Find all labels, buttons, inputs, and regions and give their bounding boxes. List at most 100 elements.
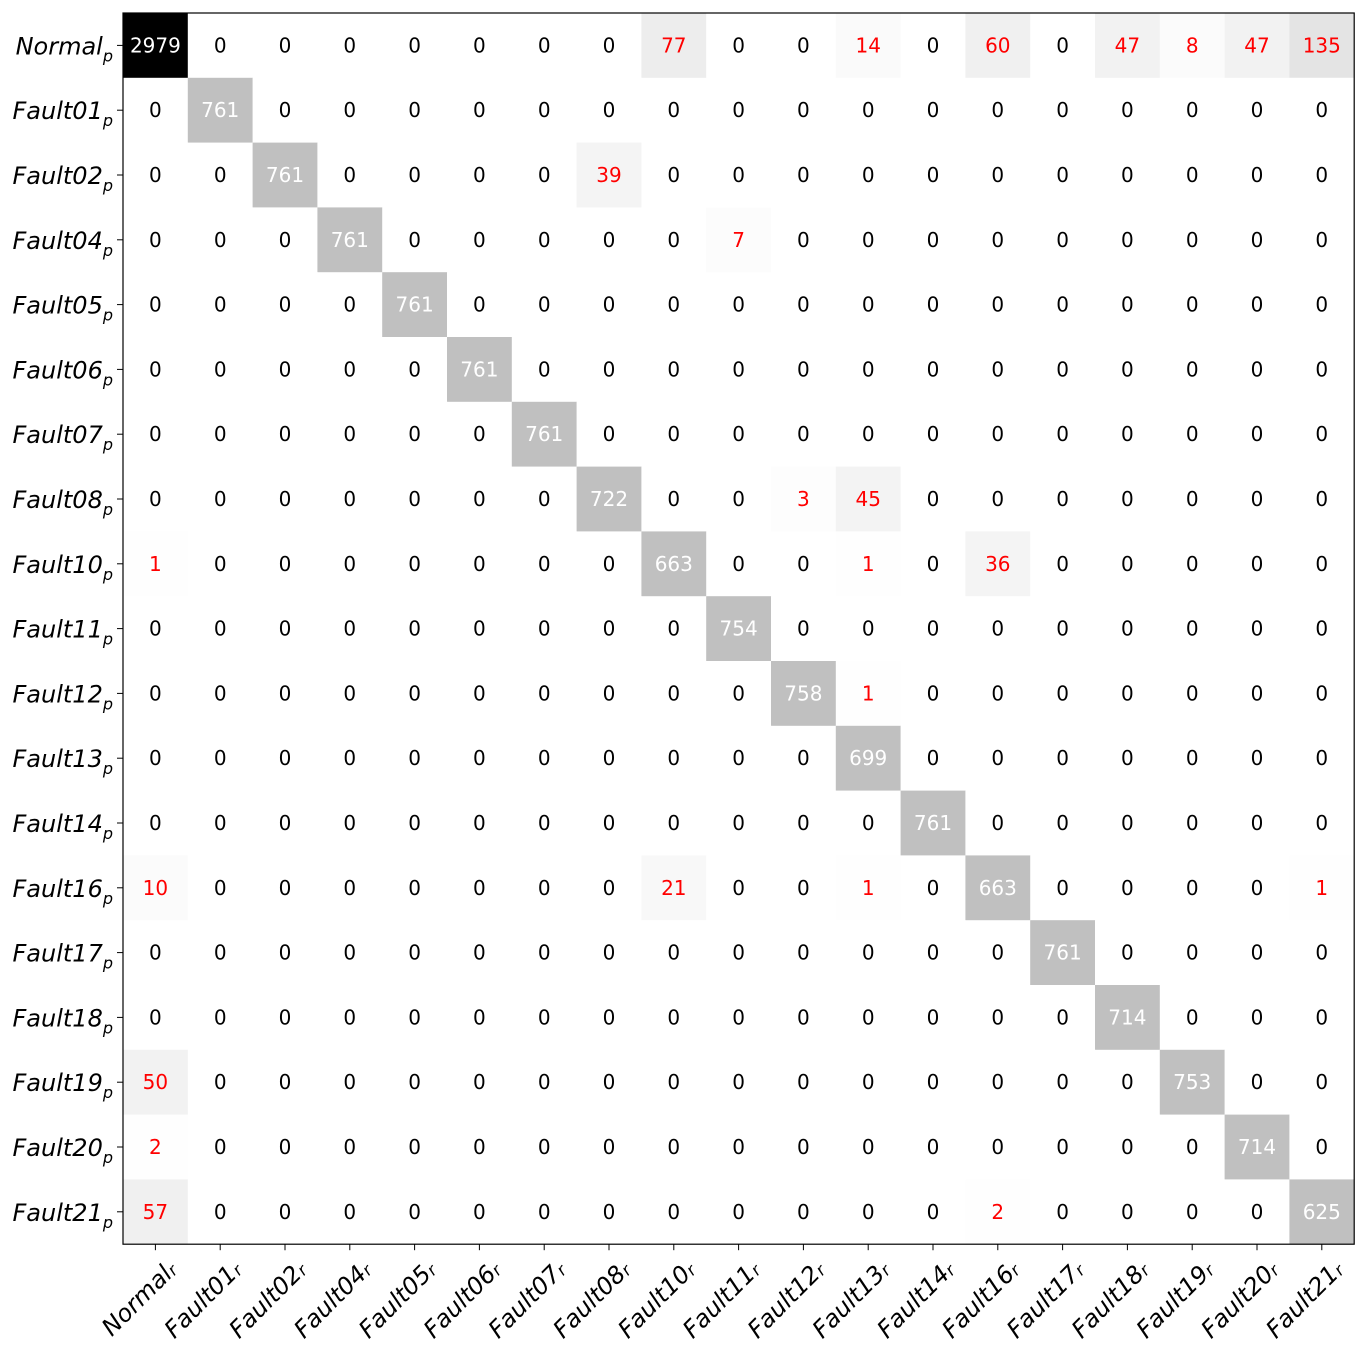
matrix-cell-r3-c1 <box>187 207 253 273</box>
cell-value-r4-c3: 0 <box>343 293 356 317</box>
matrix-cell-r14-c9 <box>706 920 772 986</box>
matrix-cell-r7-c16 <box>1159 466 1225 532</box>
matrix-cell-r7-c10 <box>771 466 837 532</box>
cell-value-r17-c9: 0 <box>732 1135 745 1159</box>
y-tick-label: Fault21p <box>13 1199 114 1232</box>
cell-value-r17-c17: 714 <box>1238 1135 1276 1159</box>
matrix-cell-r4-c9 <box>706 272 772 338</box>
matrix-cell-r1-c16 <box>1159 77 1225 143</box>
matrix-cell-r15-c15 <box>1095 985 1161 1051</box>
matrix-cell-r6-c18 <box>1289 401 1355 467</box>
matrix-cell-r16-c10 <box>771 1049 837 1115</box>
matrix-cell-r3-c17 <box>1224 207 1290 273</box>
matrix-cell-r0-c0 <box>123 13 189 79</box>
matrix-cell-r13-c6 <box>511 855 577 921</box>
matrix-cell-r7-c7 <box>576 466 642 532</box>
cell-value-r13-c13: 663 <box>979 876 1017 900</box>
cell-value-r14-c8: 0 <box>667 941 680 965</box>
matrix-cell-r6-c12 <box>900 401 966 467</box>
cell-value-r17-c15: 0 <box>1121 1135 1134 1159</box>
matrix-cell-r1-c2 <box>252 77 318 143</box>
cell-value-r0-c14: 0 <box>1056 33 1069 57</box>
cell-value-r16-c17: 0 <box>1251 1070 1264 1094</box>
cell-value-r9-c13: 0 <box>991 617 1004 641</box>
matrix-cell-r13-c1 <box>187 855 253 921</box>
matrix-cell-r8-c3 <box>317 531 383 597</box>
matrix-cell-r1-c17 <box>1224 77 1290 143</box>
matrix-cell-r7-c1 <box>187 466 253 532</box>
matrix-cell-r12-c17 <box>1224 790 1290 856</box>
matrix-cell-r10-c18 <box>1289 661 1355 727</box>
cell-value-r5-c5: 761 <box>460 357 498 381</box>
matrix-cell-r8-c6 <box>511 531 577 597</box>
cell-value-r5-c6: 0 <box>538 357 551 381</box>
matrix-cell-r7-c13 <box>965 466 1031 532</box>
matrix-cell-r1-c8 <box>641 77 707 143</box>
matrix-cell-r5-c14 <box>1030 337 1096 403</box>
matrix-cell-r10-c15 <box>1095 661 1161 727</box>
matrix-cell-r13-c15 <box>1095 855 1161 921</box>
matrix-cell-r15-c9 <box>706 985 772 1051</box>
cell-value-r4-c14: 0 <box>1056 293 1069 317</box>
cell-value-r3-c8: 0 <box>667 228 680 252</box>
cell-value-r16-c16: 753 <box>1173 1070 1211 1094</box>
y-tick-label: Fault04p <box>13 227 114 260</box>
matrix-cell-r0-c9 <box>706 13 772 79</box>
cell-value-r9-c17: 0 <box>1251 617 1264 641</box>
cell-value-r16-c0: 50 <box>143 1070 168 1094</box>
matrix-cell-r9-c6 <box>511 596 577 662</box>
matrix-cell-r4-c4 <box>382 272 448 338</box>
matrix-cell-r13-c9 <box>706 855 772 921</box>
cell-value-r11-c5: 0 <box>473 746 486 770</box>
matrix-cell-r2-c6 <box>511 142 577 208</box>
matrix-cell-r18-c8 <box>641 1179 707 1245</box>
cell-value-r18-c9: 0 <box>732 1200 745 1224</box>
cell-value-r2-c12: 0 <box>927 163 940 187</box>
matrix-cell-r12-c15 <box>1095 790 1161 856</box>
cell-value-r10-c3: 0 <box>343 681 356 705</box>
cell-value-r7-c9: 0 <box>732 487 745 511</box>
matrix-cell-r5-c15 <box>1095 337 1161 403</box>
cell-value-r8-c5: 0 <box>473 552 486 576</box>
cell-value-r7-c0: 0 <box>149 487 162 511</box>
matrix-cell-r17-c10 <box>771 1114 837 1180</box>
matrix-cell-r4-c12 <box>900 272 966 338</box>
matrix-cell-r7-c11 <box>835 466 901 532</box>
matrix-cell-r12-c2 <box>252 790 318 856</box>
matrix-cell-r2-c5 <box>447 142 513 208</box>
y-tick-label: Fault16p <box>13 875 114 908</box>
matrix-cell-r11-c12 <box>900 725 966 791</box>
cell-value-r9-c1: 0 <box>214 617 227 641</box>
cell-value-r18-c4: 0 <box>408 1200 421 1224</box>
matrix-cell-r3-c2 <box>252 207 318 273</box>
cell-value-r10-c6: 0 <box>538 681 551 705</box>
cell-value-r3-c13: 0 <box>991 228 1004 252</box>
cell-value-r0-c2: 0 <box>279 33 292 57</box>
cell-value-r12-c6: 0 <box>538 811 551 835</box>
matrix-cell-r16-c6 <box>511 1049 577 1115</box>
cell-value-r2-c7: 39 <box>596 163 621 187</box>
matrix-cell-r1-c18 <box>1289 77 1355 143</box>
matrix-cell-r3-c16 <box>1159 207 1225 273</box>
matrix-cell-r0-c1 <box>187 13 253 79</box>
cell-value-r6-c15: 0 <box>1121 422 1134 446</box>
cell-value-r2-c3: 0 <box>343 163 356 187</box>
cell-value-r14-c7: 0 <box>603 941 616 965</box>
matrix-cell-r11-c8 <box>641 725 707 791</box>
matrix-cell-r9-c13 <box>965 596 1031 662</box>
matrix-cell-r13-c7 <box>576 855 642 921</box>
matrix-cell-r3-c11 <box>835 207 901 273</box>
cell-value-r1-c7: 0 <box>603 98 616 122</box>
matrix-cell-r10-c1 <box>187 661 253 727</box>
cell-value-r17-c18: 0 <box>1315 1135 1328 1159</box>
cell-value-r9-c16: 0 <box>1186 617 1199 641</box>
matrix-cell-r15-c2 <box>252 985 318 1051</box>
cell-value-r6-c14: 0 <box>1056 422 1069 446</box>
matrix-cell-r8-c5 <box>447 531 513 597</box>
cell-value-r2-c15: 0 <box>1121 163 1134 187</box>
cell-value-r10-c5: 0 <box>473 681 486 705</box>
matrix-cell-r3-c13 <box>965 207 1031 273</box>
matrix-cell-r13-c14 <box>1030 855 1096 921</box>
matrix-cell-r3-c12 <box>900 207 966 273</box>
